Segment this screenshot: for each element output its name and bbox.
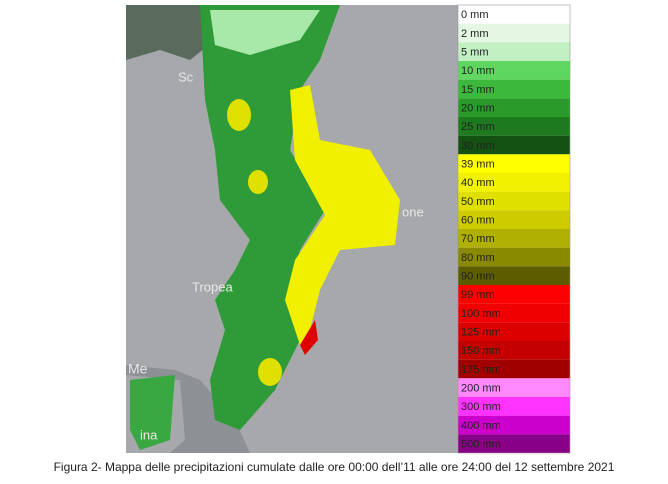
- legend-swatch: [458, 42, 570, 61]
- map: Sc Tropea one Me ina: [126, 5, 458, 453]
- place-label: one: [402, 204, 424, 219]
- legend-swatch: [458, 117, 570, 136]
- legend-swatch: [458, 154, 570, 173]
- legend-label: 39 mm: [461, 159, 495, 171]
- legend-label: 125 mm: [461, 327, 501, 339]
- legend-swatch: [458, 397, 570, 416]
- legend-swatch: [458, 341, 570, 360]
- legend-label: 5 mm: [461, 47, 489, 59]
- legend-label: 300 mm: [461, 401, 501, 413]
- legend-swatch: [458, 434, 570, 453]
- legend-label: 150 mm: [461, 345, 501, 357]
- legend-swatch: [458, 79, 570, 99]
- rain-red: [300, 320, 318, 355]
- legend-label: 80 mm: [461, 252, 495, 264]
- legend-border: [457, 4, 571, 454]
- legend-swatch: [458, 229, 570, 248]
- legend-swatch: [458, 173, 570, 192]
- legend-label: 100 mm: [461, 308, 501, 320]
- legend-label: 175 mm: [461, 364, 501, 376]
- legend-swatch: [458, 5, 570, 24]
- legend-label: 25 mm: [461, 121, 495, 133]
- legend-label: 2 mm: [461, 28, 489, 40]
- legend-label: 500 mm: [461, 439, 501, 451]
- place-label: Tropea: [192, 279, 233, 294]
- place-label: ina: [140, 427, 158, 442]
- figure: Sc Tropea one Me ina 0 mm 2 mm 5 mm 10 mm 15…: [126, 4, 571, 454]
- legend-label: 99 mm: [461, 289, 495, 301]
- caption: Figura 2- Mappa delle precipitazioni cum…: [53, 460, 615, 474]
- legend-swatch: [458, 98, 570, 117]
- legend-swatch: [458, 191, 570, 211]
- legend-label: 90 mm: [461, 271, 495, 283]
- legend-label: 50 mm: [461, 196, 495, 208]
- legend-swatch: [458, 266, 570, 285]
- rain-yellow: [285, 85, 400, 345]
- rain-light-green: [210, 10, 320, 55]
- legend-label: 40 mm: [461, 177, 495, 189]
- legend-label: 30 mm: [461, 140, 495, 152]
- rain-green-sicily: [130, 375, 175, 450]
- legend-swatch: [458, 23, 570, 43]
- legend-label: 200 mm: [461, 383, 501, 395]
- legend-swatch: [458, 303, 570, 323]
- rain-yellow-spot: [227, 99, 251, 131]
- legend-swatch: [458, 322, 570, 341]
- legend-label: 0 mm: [461, 9, 489, 21]
- legend-swatch: [458, 285, 570, 304]
- place-label: Sc: [178, 69, 194, 84]
- place-label: Me: [128, 361, 148, 377]
- legend-swatch: [458, 210, 570, 229]
- legend-label: 60 mm: [461, 215, 495, 227]
- legend-label: 400 mm: [461, 420, 501, 432]
- legend-swatch: [458, 61, 570, 80]
- rain-yellow-spot: [248, 170, 268, 194]
- legend-label: 70 mm: [461, 233, 495, 245]
- legend-label: 10 mm: [461, 65, 495, 77]
- legend-label: 15 mm: [461, 84, 495, 96]
- legend: 0 mm 2 mm 5 mm 10 mm 15 mm 20 mm 25 mm 30 mm 39 …: [457, 4, 571, 454]
- rain-yellow-spot: [258, 358, 282, 386]
- legend-label: 20 mm: [461, 103, 495, 115]
- legend-swatch: [458, 135, 570, 155]
- legend-swatch: [458, 247, 570, 267]
- land-north: [126, 5, 215, 60]
- legend-swatch: [458, 415, 570, 435]
- legend-swatch: [458, 378, 570, 397]
- legend-swatch: [458, 359, 570, 379]
